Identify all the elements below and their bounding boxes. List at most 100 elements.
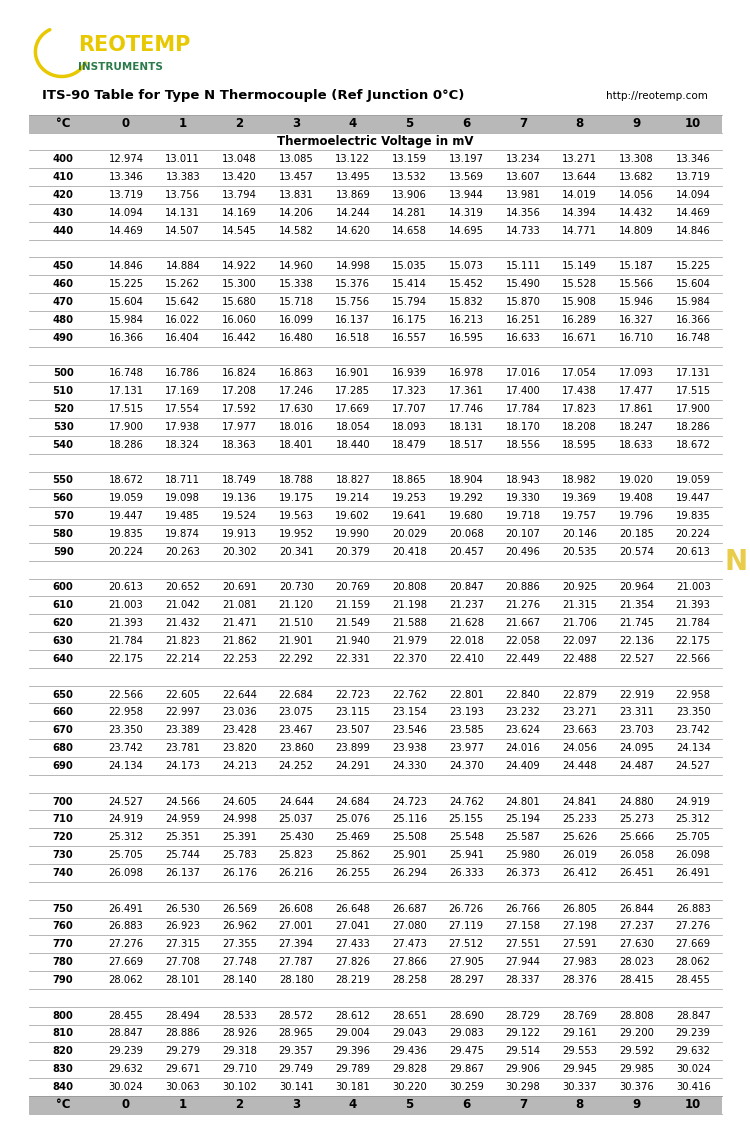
Text: 24.644: 24.644 xyxy=(279,796,314,807)
Text: 27.394: 27.394 xyxy=(279,939,314,950)
Bar xyxy=(28,294,722,310)
Text: 420: 420 xyxy=(53,190,74,200)
Bar xyxy=(28,525,722,543)
Text: 570: 570 xyxy=(53,511,74,521)
Text: 23.036: 23.036 xyxy=(222,708,256,718)
Text: 13.532: 13.532 xyxy=(392,172,427,182)
Text: 25.980: 25.980 xyxy=(506,850,541,861)
Text: 25.351: 25.351 xyxy=(165,832,200,843)
Text: 16.595: 16.595 xyxy=(448,333,484,343)
Text: 13.048: 13.048 xyxy=(222,154,256,164)
Text: 23.115: 23.115 xyxy=(335,708,370,718)
Text: 22.958: 22.958 xyxy=(109,708,143,718)
Text: 25.037: 25.037 xyxy=(279,814,314,825)
Text: 17.630: 17.630 xyxy=(279,404,314,414)
Text: 680: 680 xyxy=(53,742,74,753)
Text: 23.507: 23.507 xyxy=(335,726,370,736)
Text: 27.748: 27.748 xyxy=(222,957,257,968)
Text: 23.742: 23.742 xyxy=(676,726,710,736)
Text: 21.471: 21.471 xyxy=(222,618,257,628)
Text: 19.136: 19.136 xyxy=(222,493,257,503)
Text: 27.512: 27.512 xyxy=(448,939,484,950)
Text: 27.866: 27.866 xyxy=(392,957,427,968)
Text: 21.003: 21.003 xyxy=(676,583,710,593)
Text: 21.198: 21.198 xyxy=(392,601,427,611)
Text: 18.865: 18.865 xyxy=(392,476,427,486)
Text: 24.409: 24.409 xyxy=(506,760,541,771)
Text: 24.841: 24.841 xyxy=(562,796,597,807)
Text: 25.941: 25.941 xyxy=(448,850,484,861)
Text: 21.432: 21.432 xyxy=(165,618,200,628)
Text: 20.652: 20.652 xyxy=(165,583,200,593)
Text: 26.687: 26.687 xyxy=(392,903,427,914)
Text: 23.232: 23.232 xyxy=(506,708,541,718)
Text: 24.056: 24.056 xyxy=(562,742,597,753)
Text: 430: 430 xyxy=(53,208,74,218)
Text: 24.134: 24.134 xyxy=(109,760,143,771)
Text: 450: 450 xyxy=(53,261,74,271)
Text: 14.356: 14.356 xyxy=(506,208,541,218)
Text: 21.549: 21.549 xyxy=(335,618,370,628)
Text: 20.691: 20.691 xyxy=(222,583,257,593)
Text: 24.527: 24.527 xyxy=(109,796,143,807)
Text: 17.592: 17.592 xyxy=(222,404,257,414)
Text: 14.394: 14.394 xyxy=(562,208,597,218)
Bar xyxy=(28,793,722,810)
Text: 27.905: 27.905 xyxy=(448,957,484,968)
Text: 28.769: 28.769 xyxy=(562,1010,597,1020)
Text: 22.566: 22.566 xyxy=(676,654,711,664)
Text: 29.592: 29.592 xyxy=(619,1046,654,1056)
Text: 690: 690 xyxy=(53,760,74,771)
Text: 17.784: 17.784 xyxy=(506,404,541,414)
Text: 22.175: 22.175 xyxy=(109,654,143,664)
Text: 29.985: 29.985 xyxy=(619,1064,654,1074)
Text: 17.093: 17.093 xyxy=(619,368,654,378)
Bar xyxy=(28,632,722,650)
Text: 22.684: 22.684 xyxy=(279,690,314,700)
Text: 24.016: 24.016 xyxy=(506,742,541,753)
Text: 30.298: 30.298 xyxy=(506,1082,541,1092)
Text: 16.251: 16.251 xyxy=(506,315,541,325)
Text: 17.554: 17.554 xyxy=(165,404,200,414)
Text: 16.366: 16.366 xyxy=(676,315,711,325)
Text: 28.494: 28.494 xyxy=(165,1010,200,1020)
Text: 19.913: 19.913 xyxy=(222,529,257,539)
Text: 29.318: 29.318 xyxy=(222,1046,257,1056)
Bar xyxy=(28,757,722,775)
Bar xyxy=(28,810,722,828)
Text: 15.908: 15.908 xyxy=(562,297,597,307)
Text: 18.286: 18.286 xyxy=(676,422,710,432)
Text: 25.155: 25.155 xyxy=(448,814,484,825)
Text: 14.998: 14.998 xyxy=(335,261,370,271)
Text: 13.831: 13.831 xyxy=(279,190,314,200)
Text: 590: 590 xyxy=(53,547,74,557)
Text: 410: 410 xyxy=(53,172,74,182)
Text: 24.330: 24.330 xyxy=(392,760,427,771)
Text: 16.213: 16.213 xyxy=(448,315,484,325)
Text: 28.612: 28.612 xyxy=(335,1010,370,1020)
Text: 27.119: 27.119 xyxy=(448,921,484,932)
Text: 26.648: 26.648 xyxy=(335,903,370,914)
Bar xyxy=(28,418,722,435)
Text: 20.341: 20.341 xyxy=(279,547,314,557)
Text: 25.901: 25.901 xyxy=(392,850,427,861)
Text: 21.784: 21.784 xyxy=(676,618,710,628)
Text: 440: 440 xyxy=(53,226,74,236)
Text: 13.122: 13.122 xyxy=(335,154,370,164)
Text: 25.666: 25.666 xyxy=(619,832,654,843)
Text: 25.705: 25.705 xyxy=(676,832,711,843)
Text: 26.962: 26.962 xyxy=(222,921,257,932)
Text: 28.415: 28.415 xyxy=(619,975,654,986)
Text: 23.938: 23.938 xyxy=(392,742,427,753)
Text: 24.487: 24.487 xyxy=(619,760,654,771)
Text: 13.197: 13.197 xyxy=(448,154,484,164)
Text: 700: 700 xyxy=(53,796,74,807)
Text: 24.919: 24.919 xyxy=(676,796,711,807)
Text: 19.835: 19.835 xyxy=(109,529,143,539)
Text: 15.225: 15.225 xyxy=(109,279,143,289)
Text: 28.337: 28.337 xyxy=(506,975,541,986)
Text: 15.149: 15.149 xyxy=(562,261,597,271)
Text: 17.823: 17.823 xyxy=(562,404,597,414)
Text: 21.823: 21.823 xyxy=(165,636,200,646)
Text: 19.214: 19.214 xyxy=(335,493,370,503)
